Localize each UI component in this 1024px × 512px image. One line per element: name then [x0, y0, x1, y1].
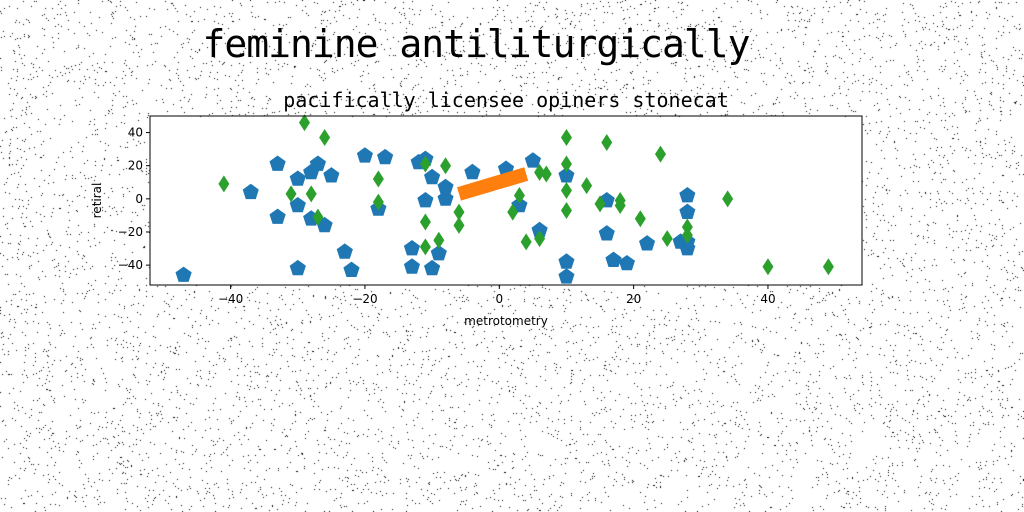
series-line [457, 167, 529, 201]
diamond-point [419, 238, 431, 256]
diamond-point [681, 226, 693, 244]
chart-title: pacifically licensee opiners stonecat [283, 88, 729, 112]
diamond-point [285, 185, 297, 203]
pentagon-point [377, 148, 394, 165]
y-tick-label: 40 [128, 126, 143, 140]
pentagon-point [417, 192, 434, 208]
diamond-point [634, 210, 646, 228]
pentagon-point [437, 178, 454, 195]
pentagon-point [464, 163, 481, 180]
y-axis-label: retiral [90, 183, 104, 219]
diamond-point [440, 157, 452, 175]
diamond-point [560, 201, 572, 219]
pentagon-point [558, 268, 575, 284]
diamond-point [513, 187, 525, 205]
pentagon-point [289, 170, 306, 186]
pentagon-point [558, 167, 575, 183]
pentagon-point [430, 245, 447, 261]
x-axis-label: metrotometry [464, 314, 548, 328]
x-tick-label: −40 [218, 292, 243, 306]
pentagon-point [618, 255, 635, 271]
pentagon-point [639, 235, 656, 251]
diamond-point [581, 177, 593, 195]
pentagon-point [605, 251, 622, 267]
diamond-point [453, 203, 465, 221]
pentagon-point [424, 259, 441, 276]
y-tick-label: 0 [135, 192, 143, 206]
diamond-point [372, 170, 384, 188]
pentagon-point [531, 221, 548, 238]
pentagon-point [437, 190, 454, 206]
diamond-point [560, 155, 572, 173]
diamond-point [654, 145, 666, 163]
diamond-point [305, 185, 317, 203]
diamond-point [560, 129, 572, 147]
diamond-point [419, 213, 431, 231]
pentagon-point [558, 253, 575, 269]
diamond-point [298, 114, 310, 132]
diamond-point [453, 216, 465, 234]
diamond-point [419, 155, 431, 173]
data-marks [175, 114, 834, 284]
y-tick-label: −20 [118, 225, 143, 239]
x-tick-label: 20 [626, 292, 641, 306]
pentagon-point [336, 243, 353, 259]
pentagon-point [343, 261, 360, 277]
pentagon-point [323, 167, 340, 183]
pentagon-point [356, 147, 373, 163]
diamond-point [218, 175, 230, 193]
diamond-point [594, 195, 606, 213]
pentagon-point [269, 155, 286, 171]
plot-frame [149, 115, 863, 286]
pentagon-point [289, 259, 306, 276]
axis-ticks: −40 −20 0 20 40 −40 −20 0 20 40 [118, 126, 776, 306]
y-tick-label: −40 [118, 258, 143, 272]
x-tick-label: −20 [352, 292, 377, 306]
pentagon-point [524, 152, 541, 168]
diamond-point [534, 230, 546, 248]
pentagon-point [679, 187, 696, 203]
diamond-point [312, 208, 324, 226]
figure-suptitle: feminine antiliturgically [202, 22, 751, 66]
diamond-point [319, 129, 331, 147]
diamond-point [762, 258, 774, 276]
pentagon-point [175, 266, 192, 282]
x-tick-label: 0 [495, 292, 503, 306]
diamond-point [540, 165, 552, 183]
pentagon-point [403, 240, 420, 256]
pentagon-point [309, 155, 326, 171]
y-tick-label: 20 [128, 159, 143, 173]
diamond-point [372, 193, 384, 211]
pentagon-point [242, 183, 259, 200]
pentagon-point [269, 208, 286, 224]
diamond-point [661, 230, 673, 248]
diamond-point [520, 233, 532, 251]
pentagon-point [424, 168, 441, 185]
diamond-point [722, 190, 734, 208]
pentagon-point [679, 240, 696, 256]
diamond-point [534, 163, 546, 181]
diamond-point [601, 134, 613, 152]
diamond-point [822, 258, 834, 276]
diamond-point [614, 196, 626, 214]
diamond-point [507, 203, 519, 221]
pentagon-point [289, 197, 306, 213]
diamond-point [433, 231, 445, 249]
pentagon-point [403, 258, 420, 274]
x-tick-label: 40 [760, 292, 775, 306]
pentagon-point [679, 203, 696, 219]
pentagon-point [598, 225, 615, 241]
diamond-point [560, 182, 572, 200]
